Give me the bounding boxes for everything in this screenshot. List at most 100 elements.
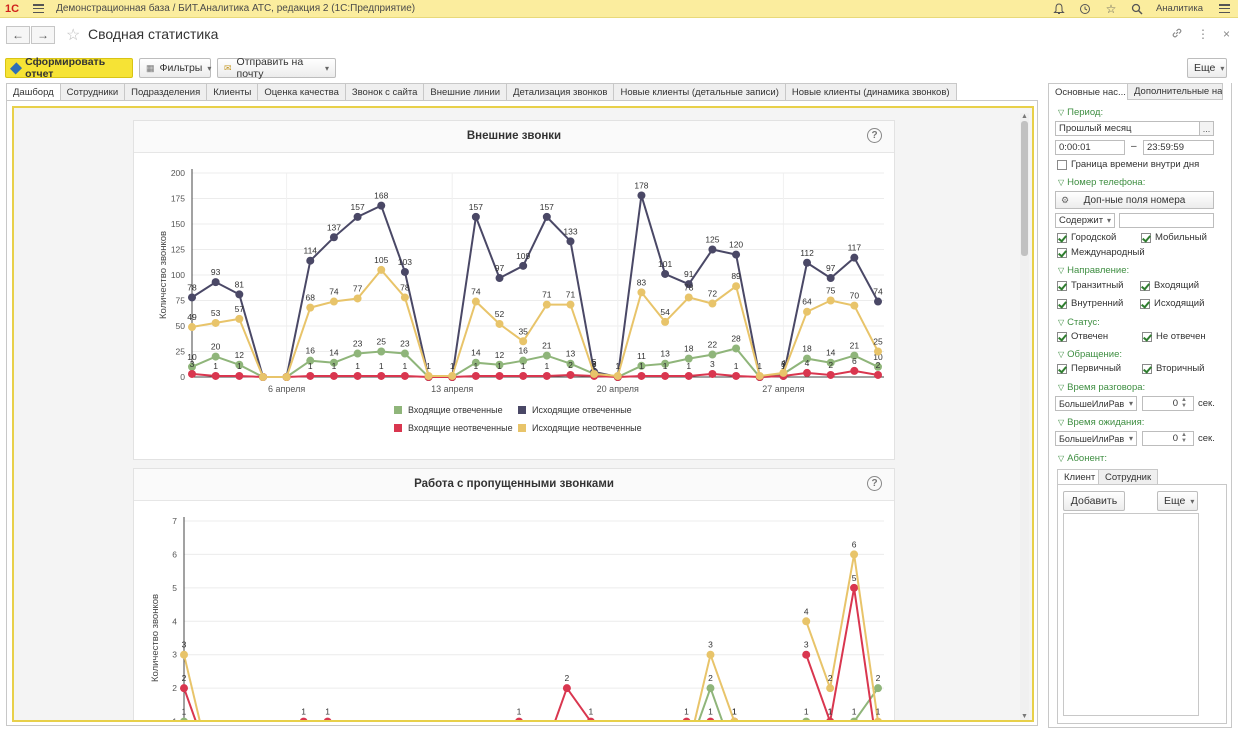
legend-label: Входящие отвеченные <box>408 405 503 415</box>
search-icon[interactable] <box>1130 2 1144 16</box>
not-answered-label: Не отвечен <box>1156 331 1206 342</box>
subscriber-more-button[interactable]: Еще ▾ <box>1157 491 1198 511</box>
more-vertical-icon[interactable]: ⋮ <box>1196 27 1209 41</box>
history-icon[interactable] <box>1078 2 1092 16</box>
data-point <box>377 265 386 274</box>
tab-employees[interactable]: Сотрудники <box>59 83 126 100</box>
internal-checkbox[interactable]: Внутренний <box>1057 298 1123 309</box>
filters-button[interactable]: ▦ Фильтры ▾ <box>139 58 211 78</box>
tab-external-lines[interactable]: Внешние линии <box>423 83 508 100</box>
mobile-checkbox[interactable]: Мобильный <box>1141 232 1207 243</box>
vertical-scrollbar[interactable]: ▲ ▼ <box>1020 113 1029 720</box>
wait-op-select[interactable]: БольшеИлиРав ▾ <box>1055 431 1137 446</box>
data-point <box>637 361 646 370</box>
period-select[interactable]: Прошлый месяц <box>1055 121 1200 136</box>
appeal-section[interactable]: ▽ Обращение: <box>1058 349 1122 360</box>
data-point <box>732 344 741 353</box>
link-icon[interactable] <box>1171 27 1183 42</box>
tab-client[interactable]: Клиент <box>1057 469 1103 485</box>
subscriber-list[interactable] <box>1063 513 1199 716</box>
wait-time-input[interactable]: 0 <box>1142 431 1194 446</box>
data-point <box>661 317 670 326</box>
chevron-down-icon: ▾ <box>324 63 329 73</box>
talk-time-input[interactable]: 0 <box>1142 396 1194 411</box>
time-to-input[interactable]: 23:59:59 <box>1143 140 1214 155</box>
bookmark-star-icon[interactable]: ☆ <box>66 27 81 44</box>
tab-new-clients-details[interactable]: Новые клиенты (детальные записи) <box>613 83 786 100</box>
scroll-thumb[interactable] <box>1021 121 1028 256</box>
tab-new-clients-dynamics[interactable]: Новые клиенты (динамика звонков) <box>784 83 957 100</box>
direction-section[interactable]: ▽ Направление: <box>1058 265 1129 276</box>
time-inside-checkbox[interactable]: Граница времени внутри дня <box>1057 159 1199 170</box>
run-report-button[interactable]: Сформировать отчет <box>5 56 133 80</box>
intl-checkbox[interactable]: Международный <box>1057 247 1145 258</box>
tab-call-details[interactable]: Детализация звонков <box>506 83 615 100</box>
phone-section[interactable]: ▽ Номер телефона: <box>1058 177 1145 188</box>
tab-quality[interactable]: Оценка качества <box>257 83 346 100</box>
incoming-checkbox[interactable]: Входящий <box>1140 280 1199 291</box>
favorites-star-icon[interactable]: ☆ <box>1105 1 1117 16</box>
data-label: 52 <box>495 309 505 319</box>
data-label: 14 <box>329 348 339 358</box>
period-choose-button[interactable]: ... <box>1199 121 1214 136</box>
phone-number-input[interactable] <box>1119 213 1214 228</box>
data-label: 157 <box>350 202 364 212</box>
secondary-checkbox[interactable]: Вторичный <box>1142 363 1204 374</box>
wait-time-section[interactable]: ▽ Время ожидания: <box>1058 417 1144 428</box>
send-mail-button[interactable]: ✉ Отправить на почту ▾ <box>217 56 336 80</box>
data-point <box>562 684 571 693</box>
close-icon[interactable]: × <box>1222 27 1230 41</box>
data-label: 1 <box>544 361 549 371</box>
help-icon[interactable]: ? <box>867 128 882 143</box>
help-icon[interactable]: ? <box>867 476 882 491</box>
stepper-icon[interactable]: ▲ ▼ <box>1181 397 1187 409</box>
mobile-label: Мобильный <box>1155 232 1207 243</box>
stepper-icon[interactable]: ▲ ▼ <box>1181 432 1187 444</box>
status-section[interactable]: ▽ Статус: <box>1058 317 1100 328</box>
tab-main-settings[interactable]: Основные нас... <box>1048 83 1128 100</box>
outgoing-checkbox[interactable]: Исходящий <box>1140 298 1204 309</box>
tab-extra-settings[interactable]: Дополнительные на... <box>1127 83 1223 100</box>
tab-employee[interactable]: Сотрудник <box>1098 469 1159 485</box>
data-label: 4 <box>805 358 810 368</box>
time-inside-label: Граница времени внутри дня <box>1071 159 1200 170</box>
subscriber-label: Абонент: <box>1067 453 1107 464</box>
city-checkbox[interactable]: Городской <box>1057 232 1116 243</box>
data-label: 16 <box>518 346 528 356</box>
answered-checkbox[interactable]: Отвечен <box>1057 331 1108 342</box>
data-point <box>471 371 480 380</box>
data-label: 5 <box>852 573 857 583</box>
talk-op-select[interactable]: БольшеИлиРав ▾ <box>1055 396 1137 411</box>
bell-icon[interactable] <box>1052 2 1066 16</box>
data-point <box>708 299 717 308</box>
not-answered-checkbox[interactable]: Не отвечен <box>1142 331 1206 342</box>
add-subscriber-button[interactable]: Добавить <box>1063 491 1125 511</box>
forward-button[interactable]: → <box>31 26 55 44</box>
y-tick-label: 3 <box>172 650 177 660</box>
scroll-up-icon[interactable]: ▲ <box>1021 113 1028 120</box>
city-label: Городской <box>1071 232 1117 243</box>
transit-checkbox[interactable]: Транзитный <box>1057 280 1123 291</box>
phone-fields-button[interactable]: ⚙ Доп-ные поля номера <box>1055 191 1214 209</box>
tab-dashboard[interactable]: Дашборд <box>6 83 61 101</box>
menu-icon[interactable] <box>33 4 45 13</box>
talk-time-section[interactable]: ▽ Время разговора: <box>1058 382 1145 393</box>
settings-menu-icon[interactable] <box>1219 4 1230 13</box>
user-name[interactable]: Аналитика <box>1155 3 1203 14</box>
data-label: 74 <box>873 287 883 297</box>
primary-checkbox[interactable]: Первичный <box>1057 363 1121 374</box>
period-section[interactable]: ▽ Период: <box>1058 107 1103 118</box>
tab-site-call[interactable]: Звонок с сайта <box>344 83 425 100</box>
scroll-down-icon[interactable]: ▼ <box>1021 713 1028 720</box>
data-point <box>211 318 220 327</box>
more-button[interactable]: Еще ▾ <box>1187 58 1227 78</box>
phone-mode-select[interactable]: Содержит ▾ <box>1055 213 1115 228</box>
tab-clients[interactable]: Клиенты <box>206 83 259 100</box>
tab-departments[interactable]: Подразделения <box>124 83 208 100</box>
data-label: 1 <box>182 707 187 717</box>
subscriber-section[interactable]: ▽ Абонент: <box>1058 453 1107 464</box>
time-from-input[interactable]: 0:00:01 <box>1055 140 1125 155</box>
dashboard-panel: Внешние звонки ? 0 25 50 75 100 125 150 175 200 6… <box>6 100 1038 726</box>
back-button[interactable]: ← <box>6 26 30 44</box>
